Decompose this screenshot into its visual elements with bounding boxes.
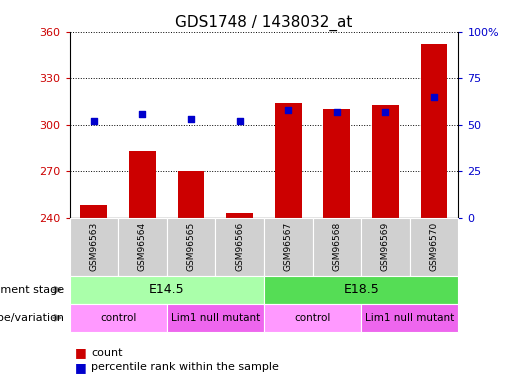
Text: count: count xyxy=(91,348,123,357)
Text: GSM96565: GSM96565 xyxy=(186,222,196,271)
Title: GDS1748 / 1438032_at: GDS1748 / 1438032_at xyxy=(175,14,353,30)
Text: GSM96563: GSM96563 xyxy=(89,222,98,271)
Text: GSM96570: GSM96570 xyxy=(430,222,439,271)
Text: ■: ■ xyxy=(75,361,87,374)
Bar xyxy=(178,171,204,217)
Text: GSM96567: GSM96567 xyxy=(284,222,293,271)
Point xyxy=(430,94,438,100)
Text: control: control xyxy=(100,313,136,323)
Text: control: control xyxy=(295,313,331,323)
Point xyxy=(284,107,293,113)
Text: GSM96568: GSM96568 xyxy=(332,222,341,271)
Point xyxy=(235,118,244,124)
Bar xyxy=(323,109,350,217)
Text: Lim1 null mutant: Lim1 null mutant xyxy=(170,313,260,323)
Text: GSM96564: GSM96564 xyxy=(138,222,147,271)
Text: GSM96566: GSM96566 xyxy=(235,222,244,271)
Text: Lim1 null mutant: Lim1 null mutant xyxy=(365,313,454,323)
Text: E18.5: E18.5 xyxy=(344,283,379,296)
Point xyxy=(139,111,147,117)
Bar xyxy=(372,105,399,218)
Text: development stage: development stage xyxy=(0,285,64,295)
Text: GSM96569: GSM96569 xyxy=(381,222,390,271)
Bar xyxy=(421,44,448,218)
Point xyxy=(90,118,98,124)
Point xyxy=(381,109,389,115)
Bar xyxy=(226,213,253,217)
Point xyxy=(333,109,341,115)
Point xyxy=(187,116,195,122)
Text: percentile rank within the sample: percentile rank within the sample xyxy=(91,363,279,372)
Text: E14.5: E14.5 xyxy=(149,283,184,296)
Bar xyxy=(80,205,107,218)
Text: ■: ■ xyxy=(75,346,87,359)
Text: genotype/variation: genotype/variation xyxy=(0,313,64,323)
Bar xyxy=(275,103,302,218)
Bar xyxy=(129,151,156,217)
